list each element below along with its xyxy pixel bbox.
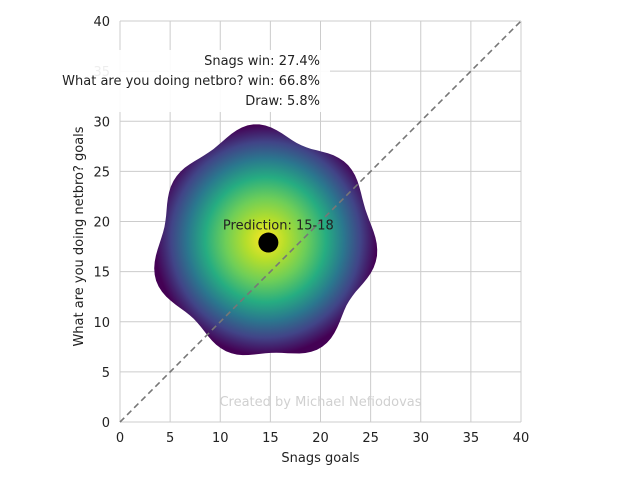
home-win-label: Snags win: 27.4% xyxy=(204,54,320,69)
watermark: Created by Michael Nefiodovas xyxy=(219,395,421,410)
x-tick-label: 30 xyxy=(412,431,429,446)
x-tick-label: 40 xyxy=(513,431,530,446)
y-tick-label: 0 xyxy=(102,416,110,431)
y-tick-label: 5 xyxy=(102,366,110,381)
x-tick-label: 5 xyxy=(166,431,174,446)
y-tick-label: 30 xyxy=(93,115,110,130)
diagonal-line xyxy=(119,20,522,423)
x-tick-labels: 0 5 10 15 20 25 30 35 40 xyxy=(116,431,529,446)
y-tick-label: 40 xyxy=(93,15,110,30)
x-tick-label: 20 xyxy=(312,431,329,446)
y-tick-label: 25 xyxy=(93,165,110,180)
y-tick-label: 10 xyxy=(93,316,110,331)
prediction-label: Prediction: 15-18 xyxy=(223,219,334,234)
x-axis-label: Snags goals xyxy=(281,451,359,466)
y-axis-label: What are you doing netbro? goals xyxy=(72,126,87,346)
x-tick-label: 25 xyxy=(362,431,379,446)
annotation-box xyxy=(38,50,330,112)
x-tick-label: 15 xyxy=(262,431,279,446)
prediction-point xyxy=(258,232,279,253)
away-win-label: What are you doing netbro? win: 66.8% xyxy=(62,74,320,89)
x-tick-label: 0 xyxy=(116,431,124,446)
x-tick-label: 10 xyxy=(212,431,229,446)
y-tick-label: 20 xyxy=(93,216,110,231)
draw-label: Draw: 5.8% xyxy=(245,94,320,109)
x-tick-label: 35 xyxy=(463,431,480,446)
y-tick-label: 15 xyxy=(93,266,110,281)
